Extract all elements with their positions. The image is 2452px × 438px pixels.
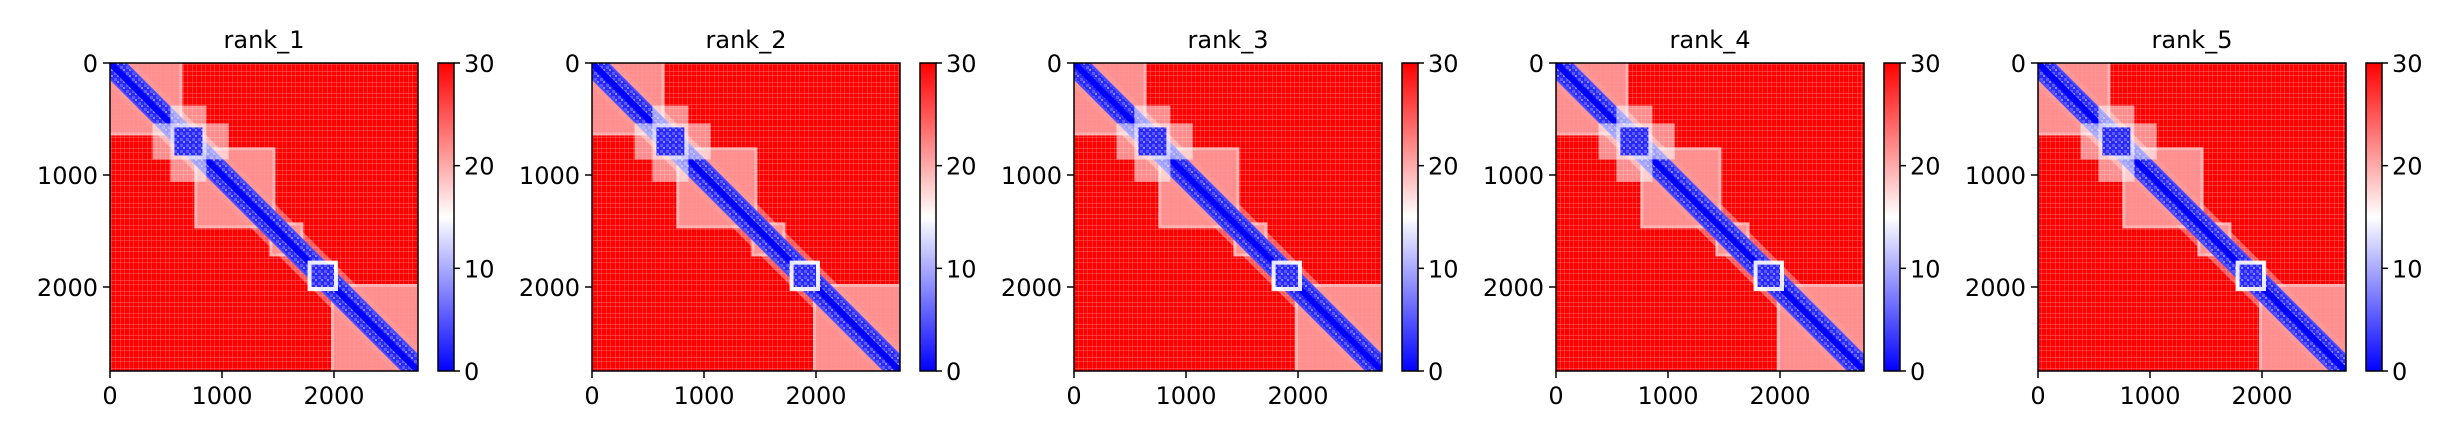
heatmap-frame (591, 62, 901, 372)
panel-title: rank_5 (2152, 26, 2233, 54)
colorbar-tick-label: 30 (1910, 50, 1941, 78)
x-tick-label: 1000 (1637, 382, 1698, 410)
y-tick-label: 0 (565, 50, 580, 78)
colorbar (919, 62, 937, 372)
tad-block (2239, 264, 2262, 287)
cross-center (2102, 127, 2131, 156)
y-tick-label: 2000 (1965, 274, 2026, 302)
cross-center (656, 127, 685, 156)
colorbar-tick-label: 0 (2392, 358, 2407, 386)
panel-title: rank_3 (1188, 26, 1269, 54)
heatmap-panel-5: rank_5 0 1000 2000 0 1000 2000 0 10 20 30 (1965, 26, 2423, 410)
heatmap-area (1556, 63, 1864, 371)
heatmap-area (110, 63, 418, 371)
y-tick-label: 1000 (1965, 162, 2026, 190)
colorbar (2365, 62, 2383, 372)
y-tick-label: 0 (2011, 50, 2026, 78)
colorbar-tick-label: 20 (946, 153, 977, 181)
heatmap-panel-3: rank_3 0 1000 2000 0 1000 2000 0 10 20 30 (1001, 26, 1459, 410)
heatmap-frame (1555, 62, 1865, 372)
y-tick-label: 1000 (519, 162, 580, 190)
y-tick-label: 1000 (1001, 162, 1062, 190)
tad-block (311, 264, 334, 287)
cross-center (174, 127, 203, 156)
colorbar-tick-label: 0 (1910, 358, 1925, 386)
heatmap-panel-2: rank_2 0 1000 2000 0 1000 2000 0 10 20 30 (519, 26, 977, 410)
heatmap-panel-4: rank_4 0 1000 2000 0 1000 2000 0 10 20 30 (1483, 26, 1941, 410)
x-tick-label: 2000 (1267, 382, 1328, 410)
tad-block (1757, 264, 1780, 287)
y-tick-label: 0 (1047, 50, 1062, 78)
diagonal-core (592, 63, 900, 371)
x-tick-label: 2000 (2231, 382, 2292, 410)
colorbar-tick-label: 10 (1428, 255, 1459, 283)
heatmap-frame (1073, 62, 1383, 372)
colorbar (437, 62, 455, 372)
x-tick-label: 1000 (673, 382, 734, 410)
tad-block (1275, 264, 1298, 287)
panel-title: rank_2 (706, 26, 787, 54)
x-tick-label: 1000 (1155, 382, 1216, 410)
cross-center (1620, 127, 1649, 156)
heatmap-frame (109, 62, 419, 372)
diagonal-core (1556, 63, 1864, 371)
y-tick-label: 2000 (37, 274, 98, 302)
x-tick-label: 0 (2030, 382, 2045, 410)
colorbar-tick-label: 20 (464, 153, 495, 181)
colorbar-tick-label: 30 (946, 50, 977, 78)
colorbar-tick-label: 0 (946, 358, 961, 386)
tad-block (793, 264, 816, 287)
y-tick-label: 0 (83, 50, 98, 78)
colorbar-tick-label: 10 (2392, 255, 2423, 283)
colorbar-tick-label: 10 (464, 255, 495, 283)
diagonal-core (1074, 63, 1382, 371)
colorbar-tick-label: 10 (1910, 255, 1941, 283)
colorbar-tick-label: 30 (1428, 50, 1459, 78)
heatmap-area (1074, 63, 1382, 371)
heatmap-area (2038, 63, 2346, 371)
colorbar (1401, 62, 1419, 372)
y-tick-label: 0 (1529, 50, 1544, 78)
colorbar-tick-label: 10 (946, 255, 977, 283)
x-tick-label: 0 (1548, 382, 1563, 410)
x-tick-label: 2000 (1749, 382, 1810, 410)
colorbar-tick-label: 30 (2392, 50, 2423, 78)
y-tick-label: 1000 (1483, 162, 1544, 190)
y-tick-label: 2000 (1483, 274, 1544, 302)
x-tick-label: 1000 (2119, 382, 2180, 410)
colorbar-tick-label: 20 (2392, 153, 2423, 181)
cross-center (1138, 127, 1167, 156)
y-tick-label: 2000 (519, 274, 580, 302)
heatmap-frame (2037, 62, 2347, 372)
x-tick-label: 0 (584, 382, 599, 410)
colorbar-tick-label: 20 (1910, 153, 1941, 181)
diagonal-core (2038, 63, 2346, 371)
x-tick-label: 2000 (785, 382, 846, 410)
x-tick-label: 2000 (303, 382, 364, 410)
x-tick-label: 0 (102, 382, 117, 410)
colorbar-tick-label: 0 (464, 358, 479, 386)
diagonal-core (110, 63, 418, 371)
y-tick-label: 2000 (1001, 274, 1062, 302)
panel-title: rank_4 (1670, 26, 1751, 54)
colorbar-tick-label: 30 (464, 50, 495, 78)
x-tick-label: 1000 (191, 382, 252, 410)
colorbar (1883, 62, 1901, 372)
colorbar-tick-label: 20 (1428, 153, 1459, 181)
y-tick-label: 1000 (37, 162, 98, 190)
panel-title: rank_1 (224, 26, 305, 54)
heatmap-area (592, 63, 900, 371)
x-tick-label: 0 (1066, 382, 1081, 410)
colorbar-tick-label: 0 (1428, 358, 1443, 386)
heatmap-panel-1: rank_1 0 1000 2000 0 1000 2000 0 10 20 30 (37, 26, 495, 410)
